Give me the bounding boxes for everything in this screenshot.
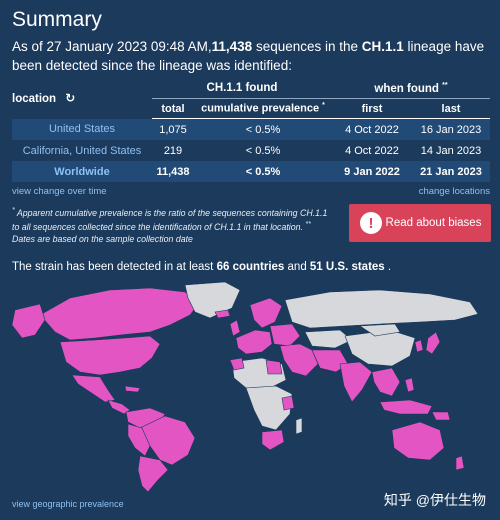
row-first: 4 Oct 2022 [345, 123, 399, 136]
map-philippines [404, 377, 415, 393]
map-russia [284, 289, 479, 329]
col-last-header: last [412, 98, 490, 119]
map-greenland [184, 281, 241, 319]
map-mexico [71, 374, 116, 403]
map-brazil [139, 415, 196, 466]
map-se-asia [371, 367, 401, 397]
group-found-header: CH.1.1 found [152, 78, 332, 99]
map-egypt [265, 359, 283, 375]
watermark: 知乎 @伊仕生物 [383, 492, 486, 508]
table-row[interactable]: Worldwide 11,438 < 0.5% 9 Jan 2022 21 Ja… [12, 161, 490, 182]
map-madagascar [295, 417, 303, 435]
map-peru-bolivia [127, 423, 151, 457]
intro-middle: sequences in the [252, 39, 362, 54]
row-last: 21 Jan 2023 [420, 165, 482, 178]
map-kazakhstan [304, 329, 353, 349]
map-mongolia [359, 323, 401, 337]
group-when-header: when found ** [332, 78, 490, 99]
map-canada [39, 287, 201, 341]
col-prevalence-header: cumulative prevalence * [194, 98, 332, 119]
row-first: 9 Jan 2022 [344, 165, 400, 178]
map-kenya [281, 395, 295, 411]
map-indonesia [379, 399, 433, 415]
world-map[interactable] [0, 280, 500, 495]
map-usa [59, 335, 161, 376]
map-europe-west [235, 329, 273, 355]
col-first-header: first [332, 98, 412, 119]
map-turkey-middle-east [279, 343, 319, 377]
location-header: location ↻ [12, 91, 76, 106]
row-last: 14 Jan 2023 [420, 144, 482, 157]
bias-button-label: Read about biases [385, 216, 482, 229]
refresh-icon[interactable]: ↻ [65, 91, 76, 106]
row-prevalence: < 0.5% [245, 144, 281, 157]
map-south-africa [261, 429, 285, 451]
map-korea [414, 339, 424, 353]
map-iceland [214, 309, 231, 319]
map-central-africa [245, 385, 293, 431]
alert-icon: ! [360, 212, 382, 234]
map-europe-east [269, 323, 301, 347]
strain-summary: The strain has been detected in at least… [12, 261, 392, 273]
change-locations-link[interactable]: change locations [418, 186, 490, 197]
map-australia [391, 421, 445, 461]
intro-prefix: As of 27 January 2023 09:48 AM, [12, 39, 212, 54]
intro-text: As of 27 January 2023 09:48 AM,11,438 se… [12, 37, 492, 75]
col-total-header: total [152, 98, 194, 119]
row-prevalence: < 0.5% [245, 123, 281, 136]
footnote: * Apparent cumulative prevalence is the … [12, 207, 328, 244]
row-prevalence: < 0.5% [245, 165, 281, 178]
sequence-count: 11,438 [211, 39, 253, 54]
row-total: 11,438 [156, 165, 190, 178]
row-location-link[interactable]: California, United States [22, 144, 142, 157]
geo-prevalence-link[interactable]: view geographic prevalence [12, 499, 124, 509]
map-japan [425, 331, 441, 355]
row-total: 1,075 [159, 123, 187, 136]
lineage-name: CH.1.1 [361, 39, 404, 54]
intro-suffix: lineage have been detected since the lin… [12, 39, 485, 73]
map-new-zealand [455, 455, 465, 471]
map-chile-argentina [137, 455, 169, 493]
table-row[interactable]: United States 1,075 < 0.5% 4 Oct 2022 16… [12, 118, 490, 140]
page-title: Summary [12, 8, 102, 31]
table-row[interactable]: California, United States 219 < 0.5% 4 O… [12, 140, 490, 161]
row-total: 219 [163, 144, 183, 157]
row-location-link[interactable]: United States [48, 123, 116, 136]
view-change-link[interactable]: view change over time [12, 186, 107, 197]
map-india [339, 361, 373, 403]
map-uk [229, 319, 241, 337]
map-alaska [11, 303, 46, 339]
map-png [431, 411, 451, 421]
location-table: location ↻ CH.1.1 found when found ** to… [12, 78, 490, 182]
read-about-biases-button[interactable]: ! Read about biases [349, 204, 491, 242]
row-first: 4 Oct 2022 [345, 144, 399, 157]
row-location-link[interactable]: Worldwide [54, 165, 110, 178]
map-caribbean [124, 385, 141, 393]
map-scandinavia [249, 297, 283, 329]
map-morocco [229, 357, 245, 371]
row-last: 16 Jan 2023 [420, 123, 482, 136]
